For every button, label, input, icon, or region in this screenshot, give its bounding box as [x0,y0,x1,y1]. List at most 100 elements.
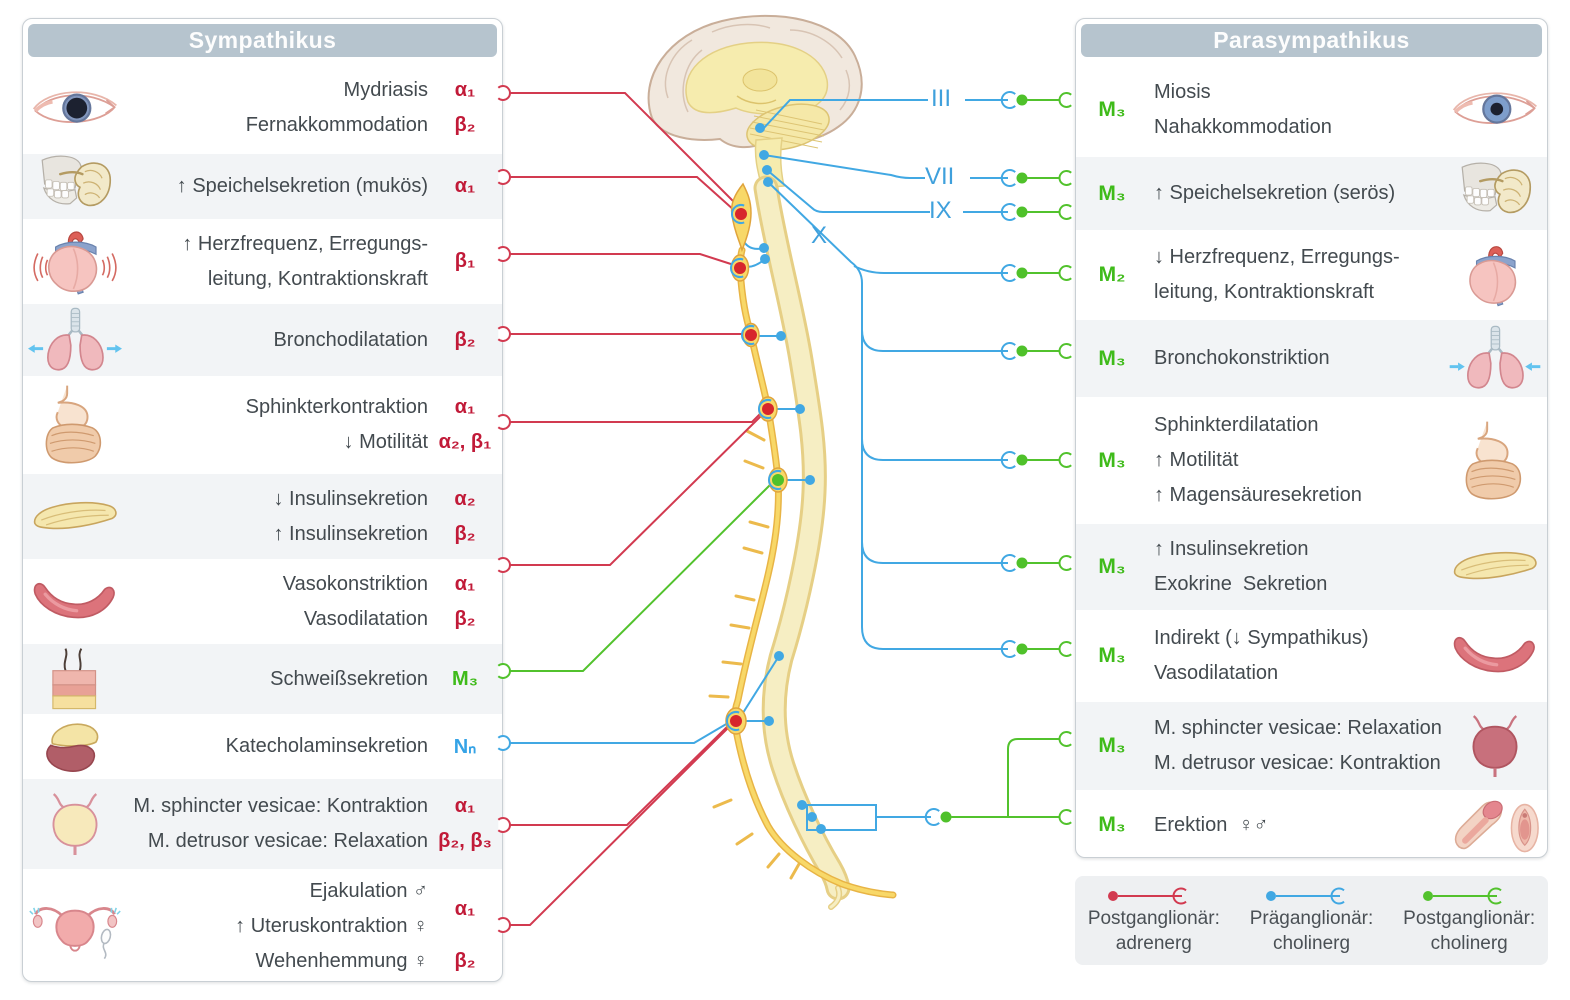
receptor-label: α₁ [454,175,476,197]
row-line: Bronchokonstriktion [1154,347,1330,369]
receptor-label: M₃ [1098,181,1126,205]
row-line: ↓ Herzfrequenz, Erregungs- [1154,246,1400,268]
row-text: Bronchodilatation [127,304,428,376]
row-text: Sphinkterdilatation ↑ Motilität ↑ Magensäu… [1148,397,1443,524]
receptor-label: β₂ [454,950,476,972]
receptor-column: α₁ α₂, β₁ [428,376,502,474]
row-vessel: Vasokonstriktion Vasodilatation α₁ β₂ [23,559,502,644]
ganglion-cell-dots [730,208,784,727]
row-text: Erektion ♀♂ [1148,790,1443,857]
legend-item-preganglionic-cholinergic: Präganglionär: cholinerg [1233,886,1391,956]
brain-illustration [647,14,863,189]
row-line: Vasokonstriktion [282,572,428,595]
row-line: ↑ Insulinsekretion [1154,538,1309,560]
row-pancreas: M₃ ↑ Insulinsekretion Exokrine Sekretion [1076,524,1547,610]
heart-icon [23,219,127,304]
chain-ganglia [725,182,788,735]
vessel-icon [1443,610,1547,702]
receptor-label: M₃ [1098,97,1126,121]
legend-label: adrenerg [1115,932,1192,954]
row-line: ↓ Insulinsekretion [273,487,428,510]
vessel-icon [23,559,127,644]
receptor-label: α₁ [454,897,476,920]
row-text: ↑ Herzfrequenz, Erregungs-leitung, Kontr… [127,219,428,304]
receptor-label: α₁ [454,572,476,595]
row-line: ↓ Motilität [343,431,428,453]
row-line: M. detrusor vesicae: Kontraktion [1154,752,1441,774]
row-text: Bronchokonstriktion [1148,320,1443,397]
gi-icon [23,376,127,474]
legend-label: Präganglionär: [1249,907,1374,929]
row-line: Wehenhemmung ♀ [255,950,429,972]
pancreas-icon [1443,524,1547,610]
row-line: Vasodilatation [303,607,428,630]
legend-label: Postganglionär: [1403,907,1536,929]
receptor-column: α₁ β₂ [428,869,502,981]
sudomotor-fiber [510,483,772,672]
legend-label: cholinerg [1430,932,1508,954]
row-line: Exokrine Sekretion [1154,573,1328,595]
vessel-icon [33,582,115,619]
receptor-column: α₁ β₂ [428,559,502,644]
receptor-label: α₂ [454,487,476,510]
row-line: Sphinkterkontraktion [245,396,428,418]
row-vessel: M₃ Indirekt (↓ Sympathikus) Vasodilatation [1076,610,1547,702]
receptor-label: α₁ [454,795,476,817]
cranial-nerve-label-ix: IX [929,197,952,224]
receptor-column: α₁ β₂, β₃ [428,779,502,869]
row-line: Bronchodilatation [273,328,428,351]
sympathetic-fibers [510,92,763,926]
receptor-label: β₂ [454,522,476,545]
row-text: Mydriasis Fernakkommodation [127,62,428,154]
eye-icon [23,62,127,154]
receptor-label: M₃ [1098,734,1126,757]
row-text: Schweißsekretion [127,644,428,714]
row-text: M. sphincter vesicae: Relaxation M. detru… [1148,702,1443,790]
legend-item-postganglionic-cholinergic: Postganglionär: cholinerg [1390,886,1548,956]
row-line: ↑ Uteruskontraktion ♀ [235,915,428,937]
bladder-icon [52,793,98,856]
receptor-label: β₁ [454,250,476,272]
row-text: ↑ Speichelsekretion (serös) [1148,157,1443,230]
receptor-label: M₃ [1098,346,1126,370]
row-line: ↑ Herzfrequenz, Erregungs- [182,232,428,255]
pancreas-icon [23,474,127,559]
jaw-icon [41,155,112,207]
row-line: leitung, Kontraktionskraft [1154,281,1375,303]
adrenal-icon [23,714,127,779]
uterus-icon [23,869,127,981]
receptor-label: M₃ [1098,813,1126,836]
receptor-label: β₂ [454,328,476,351]
parasympathikus-panel-title: Parasympathikus [1081,24,1542,57]
receptor-label: α₁ [454,396,476,418]
row-text: ↑ Speichelsekretion (mukös) [127,154,428,219]
row-line: leitung, Kontraktionskraft [207,267,428,290]
row-line: M. detrusor vesicae: Relaxation [147,830,428,852]
parasympathikus-rows: M₃ Miosis Nahakkommodation M₃ ↑ Speichelsekr… [1076,62,1547,857]
receptor-label: β₂ [454,114,476,136]
row-heart-r: M₂ ↓ Herzfrequenz, Erregungs-leitung, Kon… [1076,230,1547,320]
legend-label: cholinerg [1272,932,1351,954]
pancreas-icon [33,501,117,529]
row-eye-r: M₃ Miosis Nahakkommodation [1076,62,1547,157]
receptor-label: β₂ [454,607,476,630]
sympathetic-chain [708,246,897,899]
row-line: ↑ Speichelsekretion (serös) [1154,182,1396,204]
row-line: M. sphincter vesicae: Kontraktion [133,795,428,817]
lungs-icon [1443,320,1547,397]
pancreas-icon [1453,552,1537,580]
row-pancreas: ↓ Insulinsekretion ↑ Insulinsekretion α₂ β₂ [23,474,502,559]
heart-icon [1469,246,1517,307]
receptor-label: M₃ [452,667,478,690]
sympathikus-panel: Sympathikus Mydriasis Fernakkommodation α₁… [22,18,503,982]
row-adrenal: Katecholaminsekretion Nₙ [23,714,502,779]
row-genitals: M₃ Erektion ♀♂ [1076,790,1547,857]
row-text: Ejakulation ♂ ↑ Uteruskontraktion ♀ Wehenh… [127,869,429,981]
eye-icon [1452,92,1537,125]
jaw-icon [1443,157,1547,230]
adrenal-fiber [510,722,729,744]
bladder-icon [1443,702,1547,790]
sacral-segment-box [806,804,877,831]
row-line: Indirekt (↓ Sympathikus) [1154,627,1369,649]
